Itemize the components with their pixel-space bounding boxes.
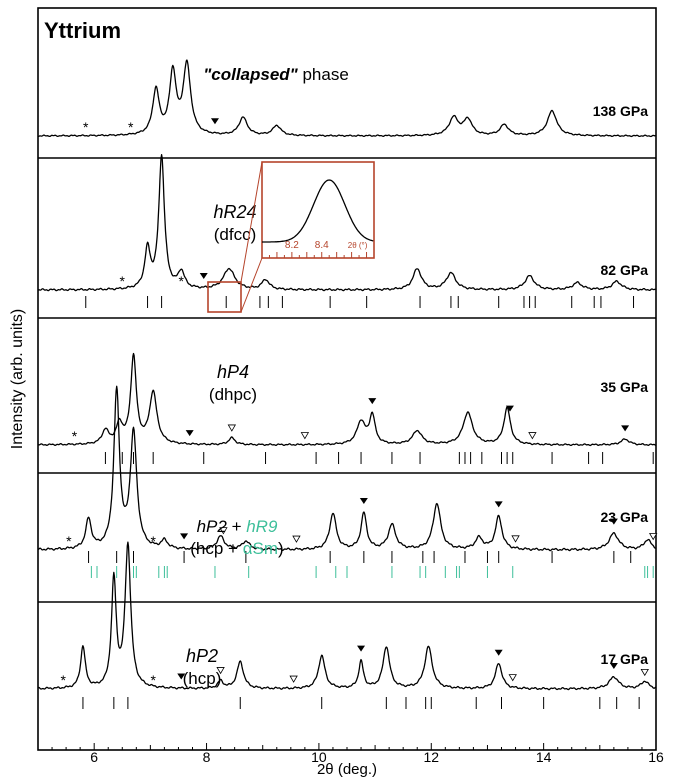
x-tick-label: 8 [203, 749, 211, 765]
filled-triangle-marker [180, 533, 189, 540]
filled-triangle-marker [505, 405, 514, 412]
impurity-star: * [179, 273, 185, 289]
panel-35-gpa: * 35 GPa hP4 (dhpc) [37, 352, 657, 464]
impurity-star: * [61, 672, 67, 688]
x-tick-label: 10 [311, 749, 327, 765]
impurity-star: * [72, 428, 78, 444]
phase-sublabel: (dfcc) [214, 225, 257, 244]
impurity-star: * [150, 672, 156, 688]
impurity-star: * [120, 273, 126, 289]
diffraction-trace [37, 352, 657, 447]
inset-zoom: 8.2 8.4 2θ (°) [207, 161, 375, 313]
diffraction-trace [37, 154, 657, 292]
open-triangle-marker [528, 432, 537, 440]
filled-triangle-marker [368, 398, 377, 405]
open-triangle-marker [300, 432, 310, 440]
filled-triangle-marker [609, 518, 618, 525]
inset-connector [240, 161, 263, 283]
phase-sublabel: (dhpc) [209, 385, 257, 404]
panel-dividers [38, 157, 656, 603]
y-axis-label: Intensity (arb. units) [9, 309, 26, 450]
phase-label: hP4 [217, 362, 249, 382]
x-axis-label: 2θ (deg.) [317, 761, 377, 778]
phase-label: "collapsed" phase [203, 65, 349, 84]
x-tick-label: 12 [423, 749, 439, 765]
open-triangle-marker [648, 533, 658, 541]
filled-triangle-marker [210, 118, 219, 125]
x-tick-label: 16 [648, 749, 664, 765]
phase-label: hP2 + hR9 [197, 517, 278, 536]
open-triangle-marker [640, 668, 649, 677]
inset-tick-label: 8.4 [315, 240, 329, 251]
pressure-label: 23 GPa [601, 509, 649, 525]
x-tick-label: 6 [90, 749, 98, 765]
filled-triangle-marker [185, 430, 194, 437]
panel-82-gpa: * * 82 GPa hR24 (dfcc) [37, 154, 657, 308]
plot-area: * * 138 GPa "collapsed" phase * * 82 GPa hR24 (d… [37, 7, 664, 765]
diffraction-trace [37, 59, 657, 138]
phase-label: hP2 [186, 646, 218, 666]
filled-triangle-marker [621, 425, 630, 432]
open-triangle-marker [508, 674, 517, 682]
filled-triangle-marker [199, 273, 208, 280]
inset-trace [262, 179, 374, 243]
filled-triangle-marker [177, 673, 186, 680]
inset-connector [240, 257, 263, 313]
filled-triangle-marker [357, 645, 366, 652]
diffraction-trace [37, 385, 657, 552]
phase-sublabel: (hcp) [183, 669, 222, 688]
open-triangle-marker [227, 424, 237, 432]
open-triangle-marker [511, 535, 520, 543]
inset-tick-label: 8.2 [285, 240, 299, 251]
impurity-star: * [66, 533, 72, 549]
x-axis: 6 8 10 12 14 16 [51, 743, 664, 765]
pressure-label: 138 GPa [593, 103, 648, 119]
panel-17-gpa: * * 17 GPa hP2 (hcp) [37, 541, 657, 709]
inset-source-box [207, 281, 242, 313]
phase-sublabel: (hcp + αSm) [190, 539, 283, 558]
filled-triangle-marker [609, 662, 618, 669]
impurity-star: * [128, 119, 134, 135]
pressure-label: 17 GPa [601, 651, 649, 667]
filled-triangle-marker [359, 497, 368, 504]
x-tick-label: 14 [536, 749, 552, 765]
panel-138-gpa: * * 138 GPa "collapsed" phase [37, 59, 657, 138]
pressure-label: 35 GPa [601, 379, 649, 395]
open-triangle-marker [292, 535, 301, 543]
filled-triangle-marker [494, 649, 503, 656]
chart-title: Yttrium [44, 18, 121, 43]
open-triangle-marker [219, 527, 228, 535]
inset-tick-label: 2θ (°) [348, 241, 368, 250]
impurity-star: * [83, 119, 89, 135]
filled-triangle-marker [494, 501, 503, 508]
panel-23-gpa: * * 23 GPa hP2 + hR9 (hcp + αSm) [37, 385, 658, 578]
pressure-label: 82 GPa [601, 262, 649, 278]
diffraction-trace [37, 541, 657, 691]
diffraction-panels: * * 138 GPa "collapsed" phase * * 82 GPa hR24 (d… [37, 59, 658, 709]
open-triangle-marker [216, 667, 225, 675]
impurity-star: * [150, 533, 156, 549]
phase-label: hR24 [213, 202, 256, 222]
open-triangle-marker [289, 675, 298, 683]
